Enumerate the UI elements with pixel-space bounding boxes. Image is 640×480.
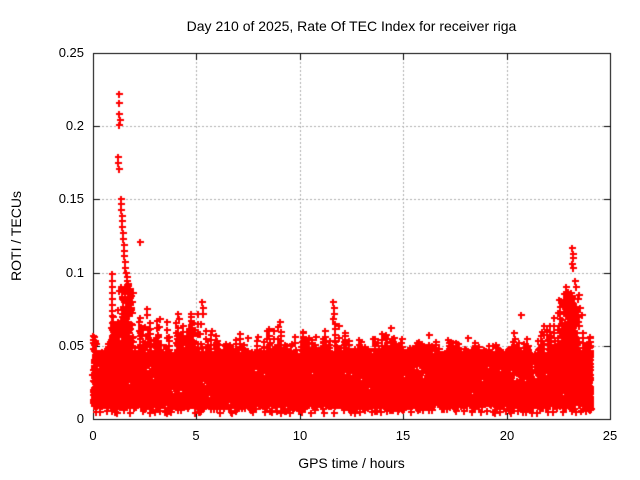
y-tick-label: 0.2 — [65, 118, 84, 133]
y-tick-label: 0.1 — [65, 265, 84, 280]
y-axis-label: ROTI / TECUs — [8, 191, 24, 281]
x-axis-label: GPS time / hours — [298, 455, 405, 471]
x-tick-label: 10 — [292, 428, 308, 443]
y-tick-label: 0.25 — [58, 45, 84, 60]
x-tick-label: 25 — [602, 428, 618, 443]
y-tick-label: 0.05 — [58, 338, 84, 353]
y-tick-label: 0 — [76, 411, 84, 426]
chart-title: Day 210 of 2025, Rate Of TEC Index for r… — [186, 18, 517, 34]
x-tick-label: 5 — [192, 428, 200, 443]
x-tick-label: 20 — [499, 428, 515, 443]
y-tick-label: 0.15 — [58, 191, 84, 206]
x-tick-label: 0 — [89, 428, 97, 443]
x-tick-label: 15 — [395, 428, 411, 443]
